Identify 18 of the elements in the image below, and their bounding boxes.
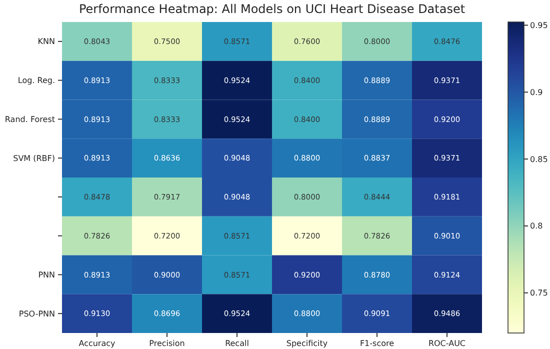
color-bar-label: 0.9 — [530, 88, 543, 97]
color-bar-label: 0.85 — [530, 154, 548, 164]
x-tick-label: F1-score — [360, 339, 394, 348]
color-bar-label: 0.8 — [530, 222, 543, 231]
y-tick-label: SVM (RBF) — [13, 154, 55, 163]
x-tick-label: Recall — [225, 339, 249, 348]
color-bar-label: 0.95 — [530, 21, 548, 30]
y-tick-label: PNN — [38, 270, 56, 280]
x-tick-label: Accuracy — [78, 339, 116, 348]
chart-title: Performance Heatmap: All Models on UCI Heart Disease Dataset — [78, 2, 466, 16]
x-tick-label: Precision — [149, 339, 185, 348]
y-tick-label: Rand. Forest — [4, 114, 55, 124]
y-tick-label: PSO-PNN — [18, 309, 56, 318]
y-tick-label: KNN — [38, 37, 56, 46]
x-tick-label: Specificity — [286, 339, 328, 348]
x-tick-label: ROC-AUC — [428, 339, 466, 348]
color-bar-label: 0.75 — [530, 288, 548, 298]
y-tick-label: Log. Reg. — [18, 76, 55, 86]
